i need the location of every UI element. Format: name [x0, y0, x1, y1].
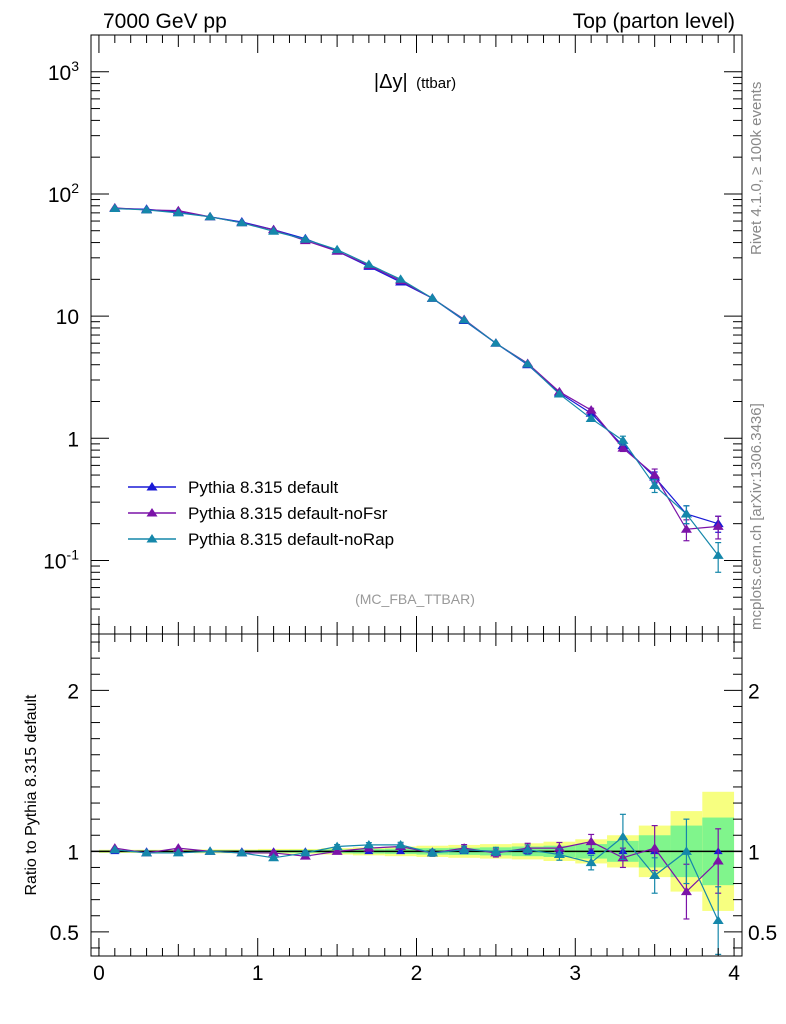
ratio-y-tick-label: 0.5 — [50, 922, 79, 945]
main-plot-data — [109, 202, 724, 573]
ratio-point-norap — [522, 844, 534, 854]
header-left-title: 7000 GeV pp — [103, 10, 227, 33]
ratio-point-norap — [172, 848, 184, 857]
data-point-norap — [236, 217, 248, 227]
ratio-point-norap — [712, 915, 724, 925]
data-point-norap — [141, 204, 153, 214]
plot-title-main: |Δy| — [374, 71, 408, 93]
data-point-norap — [395, 274, 407, 283]
series-line-norap — [114, 207, 719, 556]
y-tick-label: 103 — [48, 58, 79, 85]
data-point-nofsr — [680, 524, 692, 533]
data-point-nofsr — [712, 521, 724, 530]
mcplots-label: mcplots.cern.ch [arXiv:1306.3436] — [748, 403, 765, 630]
y-tick-label: 102 — [48, 180, 79, 207]
legend-label-nofsr: Pythia 8.315 default-noFsr — [188, 504, 388, 523]
ratio-point-norap — [299, 848, 311, 857]
main-plot-panel: 10-1 1 10 102 103 |Δy| (ttbar) (MC_FBA_TTBAR… — [43, 34, 743, 635]
plot-title: |Δy| (ttbar) — [374, 71, 456, 93]
main-plot-axes: 10-1 1 10 102 103 — [43, 34, 742, 634]
ratio-point-nofsr — [172, 843, 184, 852]
legend-marker-nofsr — [146, 508, 158, 517]
ratio-point-norap — [617, 831, 629, 841]
data-point-norap — [680, 509, 692, 518]
data-point-norap — [268, 226, 280, 235]
data-point-norap — [204, 211, 216, 221]
ratio-point-nofsr — [585, 836, 597, 846]
ratio-point-default — [586, 847, 596, 855]
data-point-norap — [585, 413, 597, 423]
ratio-point-norap — [553, 849, 565, 859]
data-point-norap — [617, 435, 629, 444]
rivet-version-label: Rivet 4.1.0, ≥ 100k events — [748, 82, 765, 255]
x-tick-label: 3 — [569, 962, 581, 985]
legend: Pythia 8.315 default Pythia 8.315 default… — [128, 478, 394, 549]
legend-label-default: Pythia 8.315 default — [188, 478, 339, 497]
ratio-plot-data — [91, 813, 742, 955]
x-tick-label: 2 — [411, 962, 423, 985]
ratio-y-tick-label-right: 1 — [748, 841, 760, 864]
ratio-y-tick-label-right: 2 — [748, 680, 760, 703]
ratio-point-default — [396, 847, 406, 855]
data-point-norap — [712, 550, 724, 559]
ratio-point-norap — [363, 839, 375, 849]
ratio-point-norap — [395, 839, 407, 849]
data-point-norap — [522, 359, 534, 368]
ratio-point-norap — [585, 857, 597, 867]
plot-title-sub: (ttbar) — [416, 75, 456, 92]
ratio-point-norap — [458, 844, 470, 854]
ratio-point-norap — [331, 841, 343, 850]
legend-label-norap: Pythia 8.315 default-noRap — [188, 530, 394, 549]
ratio-point-norap — [490, 846, 502, 855]
ratio-y-tick-label: 2 — [67, 680, 79, 703]
ratio-y-tick-label-right: 0.5 — [748, 922, 777, 945]
ratio-point-nofsr — [649, 843, 661, 852]
data-point-nofsr — [617, 443, 629, 452]
data-point-norap — [299, 234, 311, 243]
y-tick-label: 1 — [67, 428, 79, 451]
ratio-point-nofsr — [712, 856, 724, 865]
header-right-title: Top (parton level) — [573, 10, 735, 33]
ratio-point-norap — [680, 846, 692, 855]
data-point-norap — [649, 480, 661, 490]
ratio-plot-panel: 0.5 0.5 1 1 2 2 0 1 2 3 4 Ratio to Pythia 8.315 de… — [23, 633, 777, 985]
data-point-norap — [331, 244, 343, 254]
y-tick-label: 10 — [56, 306, 79, 329]
data-point-norap — [458, 315, 470, 324]
ratio-plot-frame — [90, 633, 743, 957]
data-point-nofsr — [649, 470, 661, 479]
ratio-point-norap — [426, 848, 438, 857]
legend-marker-default — [146, 482, 158, 491]
ratio-point-nofsr — [680, 886, 692, 896]
data-point-norap — [553, 389, 565, 398]
ratio-point-norap — [268, 852, 280, 862]
data-point-norap — [426, 293, 438, 302]
ratio-point-norap — [649, 870, 661, 879]
data-point-norap — [490, 338, 502, 347]
ratio-plot-axes: 0.5 0.5 1 1 2 2 0 1 2 3 4 — [50, 634, 777, 985]
series-line-default — [114, 207, 719, 525]
ratio-point-norap — [204, 846, 216, 855]
ratio-ylabel: Ratio to Pythia 8.315 default — [23, 694, 40, 896]
ratio-point-nofsr — [331, 846, 343, 855]
analysis-watermark: (MC_FBA_TTBAR) — [355, 591, 475, 607]
x-tick-label: 4 — [728, 962, 740, 985]
data-point-nofsr — [585, 405, 597, 414]
ratio-point-norap — [236, 848, 248, 857]
data-point-norap — [363, 259, 375, 268]
ratio-y-tick-label: 1 — [67, 841, 79, 864]
ratio-point-nofsr — [268, 848, 280, 857]
ratio-point-norap — [141, 848, 153, 857]
x-tick-label: 0 — [93, 962, 105, 985]
ratio-point-norap — [109, 844, 121, 854]
y-tick-label: 10-1 — [43, 546, 79, 573]
legend-marker-norap — [146, 534, 158, 543]
data-point-norap — [172, 207, 184, 217]
x-tick-label: 1 — [252, 962, 264, 985]
data-point-norap — [109, 203, 121, 212]
ratio-line-norap — [114, 836, 719, 921]
